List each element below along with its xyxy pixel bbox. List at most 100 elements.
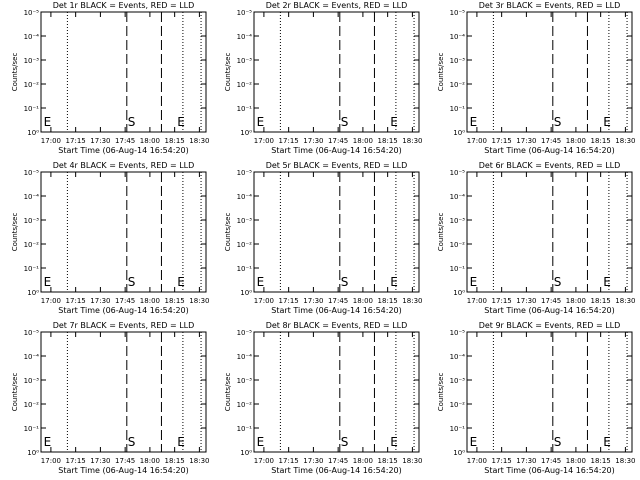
x-axis-label: Start Time (06-Aug-14 16:54:20) (271, 146, 402, 155)
plot-frame (466, 171, 633, 293)
y-tick-label: 10⁻² (24, 81, 40, 89)
x-tick-label: 17:00 (467, 137, 487, 145)
panel-title: Det 8r BLACK = Events, RED = LLD (266, 321, 408, 330)
y-tick-label: 10⁻⁴ (24, 353, 40, 361)
x-tick-label: 17:45 (541, 297, 561, 305)
y-tick-label: 10⁻⁴ (450, 33, 466, 41)
y-tick-label: 10⁻⁴ (24, 33, 40, 41)
y-tick-label: 10⁻¹ (237, 105, 253, 113)
x-tick-label: 18:00 (140, 137, 160, 145)
x-axis-label: Start Time (06-Aug-14 16:54:20) (58, 146, 189, 155)
y-tick-label: 10⁻⁵ (450, 9, 466, 17)
start-marker: S (341, 435, 349, 449)
x-tick-label: 17:00 (467, 297, 487, 305)
plot-frame (253, 11, 420, 133)
x-tick-label: 18:15 (591, 457, 611, 465)
x-tick-label: 18:30 (402, 297, 422, 305)
x-axis-label: Start Time (06-Aug-14 16:54:20) (271, 306, 402, 315)
plot-frame (40, 11, 207, 133)
y-tick-label: 10⁻⁵ (24, 169, 40, 177)
y-tick-label: 10⁻² (24, 241, 40, 249)
x-tick-label: 17:45 (115, 137, 135, 145)
x-tick-label: 17:30 (303, 137, 323, 145)
x-tick-label: 17:30 (303, 297, 323, 305)
panel-title: Det 9r BLACK = Events, RED = LLD (479, 321, 621, 330)
y-tick-label: 10⁻⁵ (450, 329, 466, 337)
x-tick-label: 18:00 (140, 457, 160, 465)
y-tick-label: 10⁻⁴ (450, 193, 466, 201)
start-marker: S (341, 115, 349, 129)
y-axis-label: Counts/sec (437, 213, 445, 252)
x-tick-label: 17:45 (328, 457, 348, 465)
x-tick-label: 18:30 (615, 297, 635, 305)
panel-title: Det 6r BLACK = Events, RED = LLD (479, 161, 621, 170)
x-tick-label: 17:15 (66, 137, 86, 145)
x-axis-label: Start Time (06-Aug-14 16:54:20) (484, 466, 615, 475)
y-tick-label: 10⁰ (240, 449, 252, 457)
end-marker: E (44, 435, 52, 449)
x-tick-label: 18:30 (615, 457, 635, 465)
panel-det-8: Det 8r BLACK = Events, RED = LLD 10⁰ 10⁻¹ 1… (224, 321, 422, 475)
y-tick-label: 10⁻² (237, 241, 253, 249)
y-tick-label: 10⁰ (453, 289, 465, 297)
y-tick-label: 10⁰ (27, 289, 39, 297)
end-marker: E (257, 435, 265, 449)
y-tick-label: 10⁻⁵ (450, 169, 466, 177)
x-tick-label: 17:15 (279, 297, 299, 305)
y-tick-label: 10⁻¹ (237, 265, 253, 273)
x-tick-label: 18:15 (165, 297, 185, 305)
x-tick-label: 17:30 (90, 457, 110, 465)
x-tick-label: 17:15 (66, 297, 86, 305)
x-tick-label: 18:30 (402, 137, 422, 145)
panel-title: Det 7r BLACK = Events, RED = LLD (53, 321, 195, 330)
end-marker: E (603, 435, 611, 449)
y-tick-label: 10⁻⁵ (24, 329, 40, 337)
y-tick-label: 10⁻² (237, 81, 253, 89)
y-tick-label: 10⁻³ (237, 217, 253, 225)
y-axis-label: Counts/sec (11, 213, 19, 252)
panel-title: Det 1r BLACK = Events, RED = LLD (53, 1, 195, 10)
y-tick-label: 10⁻⁴ (450, 353, 466, 361)
y-tick-label: 10⁻⁵ (237, 329, 253, 337)
plot-frame (466, 331, 633, 453)
x-tick-label: 17:00 (254, 137, 274, 145)
y-tick-label: 10⁻¹ (24, 105, 40, 113)
x-tick-label: 17:45 (541, 457, 561, 465)
x-tick-label: 18:00 (566, 137, 586, 145)
panel-det-1: Det 1r BLACK = Events, RED = LLD 10⁰ 10⁻¹ 1… (11, 1, 209, 155)
y-axis-label: Counts/sec (224, 53, 232, 92)
panel-title: Det 3r BLACK = Events, RED = LLD (479, 1, 621, 10)
panel-title: Det 5r BLACK = Events, RED = LLD (266, 161, 408, 170)
x-axis-label: Start Time (06-Aug-14 16:54:20) (58, 306, 189, 315)
x-tick-label: 17:00 (254, 457, 274, 465)
end-marker: E (390, 115, 398, 129)
start-marker: S (554, 435, 562, 449)
start-marker: S (128, 435, 136, 449)
x-tick-label: 17:15 (492, 457, 512, 465)
y-tick-label: 10⁻⁴ (237, 353, 253, 361)
x-tick-label: 17:00 (467, 457, 487, 465)
end-marker: E (44, 275, 52, 289)
x-tick-label: 18:00 (140, 297, 160, 305)
plot-frame (40, 331, 207, 453)
x-axis-label: Start Time (06-Aug-14 16:54:20) (484, 306, 615, 315)
y-tick-label: 10⁻¹ (450, 425, 466, 433)
x-tick-label: 18:00 (566, 297, 586, 305)
x-tick-label: 18:15 (591, 137, 611, 145)
y-tick-label: 10⁻⁵ (24, 9, 40, 17)
y-tick-label: 10⁰ (453, 129, 465, 137)
plot-frame (253, 331, 420, 453)
y-axis-label: Counts/sec (11, 53, 19, 92)
y-tick-label: 10⁻¹ (450, 265, 466, 273)
y-tick-label: 10⁻⁴ (237, 193, 253, 201)
x-tick-label: 17:00 (254, 297, 274, 305)
end-marker: E (470, 115, 478, 129)
end-marker: E (390, 275, 398, 289)
y-tick-label: 10⁻³ (237, 377, 253, 385)
end-marker: E (177, 435, 185, 449)
x-tick-label: 17:30 (516, 457, 536, 465)
x-tick-label: 18:30 (189, 457, 209, 465)
panel-det-2: Det 2r BLACK = Events, RED = LLD 10⁰ 10⁻¹ 1… (224, 1, 422, 155)
end-marker: E (603, 115, 611, 129)
y-axis-label: Counts/sec (224, 373, 232, 412)
